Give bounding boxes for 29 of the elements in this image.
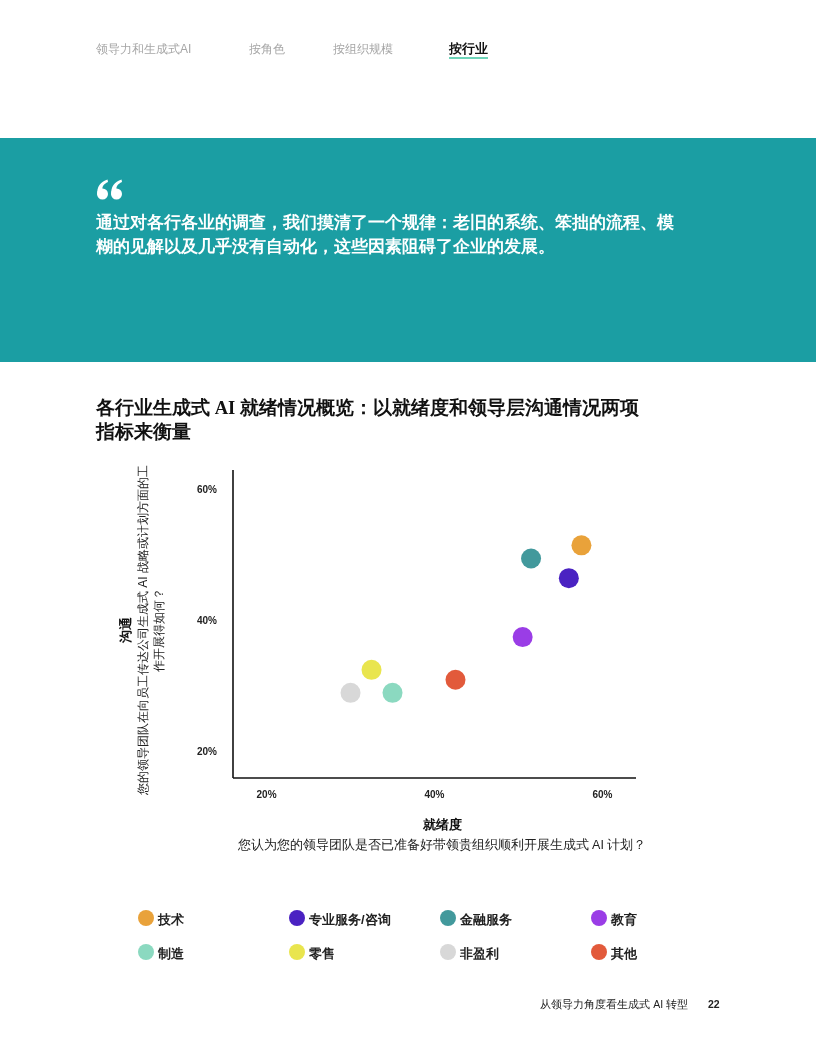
x-label: 就绪度 (422, 816, 462, 832)
legend-label: 金融服务 (460, 911, 512, 927)
legend-label: 技术 (158, 911, 184, 927)
tab-label: 领导力和生成式AI (96, 42, 192, 56)
tab-label: 按角色 (249, 42, 285, 56)
y-label: 沟通 (117, 617, 133, 643)
legend-label: 零售 (309, 945, 335, 961)
title: 指标来衡量 (96, 422, 191, 442)
legend-label: 制造 (158, 945, 184, 961)
y-tick: 40% (197, 615, 217, 627)
legend-label: 教育 (611, 911, 637, 927)
x-tick: 20% (256, 788, 277, 800)
x-label-question: 您认为您的领导团队是否已准备好带领贵组织顺利开展生成式 AI 计划？ (237, 838, 647, 852)
legend-label: 非盈利 (460, 945, 499, 961)
y-tick: 20% (197, 746, 217, 758)
y-label-question: 您的领导团队在向员工传达公司生成式 AI 战略或计划方面的工 (136, 465, 150, 795)
x-tick: 40% (424, 788, 445, 800)
title: 各行业生成式 AI 就绪情况概览：以就绪度和领导层沟通情况两项 (96, 398, 639, 418)
tab-label-active: 按行业 (449, 42, 488, 56)
y-tick: 60% (197, 484, 217, 496)
footer: 从领导力角度看生成式 AI 转型 (540, 998, 688, 1010)
quote: 糊的见解以及几乎没有自动化，这些因素阻碍了企业的发展。 (96, 237, 555, 255)
x-tick: 60% (592, 788, 613, 800)
y-label-question: 作开展得如何？ (152, 588, 166, 672)
tab-label: 按组织规模 (333, 42, 393, 56)
legend-label: 其他 (611, 945, 637, 961)
legend-label: 专业服务/咨询 (309, 911, 391, 927)
page-number: 22 (708, 998, 720, 1010)
quote: 通过对各行各业的调查，我们摸清了一个规律：老旧的系统、笨拙的流程、模 (96, 213, 674, 231)
